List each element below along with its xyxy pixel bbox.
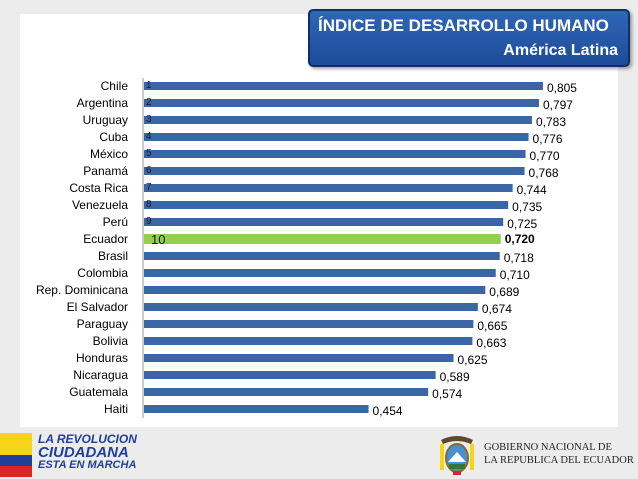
- rank-label: 4: [146, 131, 152, 142]
- value-label: 0,744: [517, 183, 547, 197]
- rank-label: 6: [146, 165, 152, 176]
- category-label: Nicaragua: [73, 368, 128, 382]
- bar: [144, 99, 539, 107]
- category-label: Colombia: [77, 266, 128, 280]
- rank-label: 2: [146, 97, 152, 108]
- value-label: 0,674: [482, 302, 512, 316]
- rank-label: 9: [146, 216, 152, 227]
- value-label: 0,663: [476, 336, 506, 350]
- value-label: 0,725: [507, 217, 537, 231]
- category-label: Panamá: [83, 164, 128, 178]
- category-label: Bolivia: [93, 334, 129, 348]
- government-line-2: LA REPUBLICA DEL ECUADOR: [484, 455, 634, 466]
- value-label: 0,770: [530, 149, 560, 163]
- bar: [144, 167, 525, 175]
- bar: [144, 234, 501, 244]
- bar: [144, 320, 474, 328]
- value-label: 0,735: [512, 200, 542, 214]
- value-label: 0,783: [536, 115, 566, 129]
- chart-subtitle: América Latina: [503, 42, 618, 59]
- bar: [144, 354, 454, 362]
- category-label: Venezuela: [72, 198, 128, 212]
- bar: [144, 184, 513, 192]
- title-box: ÍNDICE DE DESARROLLO HUMANO América Lati…: [308, 9, 630, 67]
- value-label: 0,718: [504, 251, 534, 265]
- rank-label: 3: [146, 114, 152, 125]
- rank-label: 8: [146, 199, 152, 210]
- government-label: GOBIERNO NACIONAL DE LA REPUBLICA DEL EC…: [484, 441, 634, 467]
- category-label: Costa Rica: [69, 181, 128, 195]
- value-label: 0,574: [432, 387, 462, 401]
- rank-label: 7: [146, 182, 152, 193]
- value-label: 0,720: [505, 232, 535, 246]
- logo-line-3: ESTA EN MARCHA: [38, 459, 137, 471]
- bar: [144, 201, 509, 209]
- logo-line-2: CIUDADANA: [38, 444, 129, 461]
- logo-line-1: LA REVOLUCION: [38, 432, 137, 446]
- bar: [144, 116, 533, 124]
- government-line-1: GOBIERNO NACIONAL DE: [484, 442, 612, 453]
- category-label: Honduras: [76, 351, 128, 365]
- bar: [144, 218, 504, 226]
- bar: [144, 252, 500, 260]
- chart-title: ÍNDICE DE DESARROLLO HUMANO: [318, 16, 609, 35]
- rank-label: 1: [146, 80, 152, 91]
- category-label: Cuba: [99, 130, 128, 144]
- category-label: Chile: [101, 79, 129, 93]
- category-label: Rep. Dominicana: [36, 283, 128, 297]
- bar: [144, 337, 473, 345]
- category-label: México: [90, 147, 128, 161]
- rank-label: 5: [146, 148, 152, 159]
- category-label: Ecuador: [83, 232, 128, 246]
- category-label: Uruguay: [83, 113, 128, 127]
- value-label: 0,776: [533, 132, 563, 146]
- bar: [144, 269, 496, 277]
- category-label: El Salvador: [67, 300, 128, 314]
- value-label: 0,625: [458, 353, 488, 367]
- value-label: 0,689: [489, 285, 519, 299]
- category-label: Perú: [103, 215, 128, 229]
- value-label: 0,454: [373, 404, 403, 418]
- bar: [144, 405, 369, 413]
- rank-label: 10: [151, 232, 165, 247]
- bar: [144, 303, 478, 311]
- category-label: Argentina: [77, 96, 129, 110]
- bar: [144, 150, 526, 158]
- value-label: 0,768: [529, 166, 559, 180]
- bar: [144, 82, 543, 90]
- category-label: Guatemala: [69, 385, 128, 399]
- revolucion-ciudadana-logo: LA REVOLUCION CIUDADANA ESTA EN MARCHA: [38, 433, 148, 472]
- value-label: 0,805: [547, 81, 577, 95]
- bar: [144, 371, 436, 379]
- category-label: Brasil: [98, 249, 128, 263]
- category-label: Haiti: [104, 402, 128, 416]
- coat-of-arms-icon: [440, 436, 474, 475]
- bar: [144, 286, 486, 294]
- bar: [144, 133, 529, 141]
- ecuador-flag-icon: [0, 433, 32, 477]
- category-label: Paraguay: [77, 317, 128, 331]
- value-label: 0,665: [477, 319, 507, 333]
- value-label: 0,589: [440, 370, 470, 384]
- value-label: 0,710: [500, 268, 530, 282]
- bar: [144, 388, 429, 396]
- value-label: 0,797: [543, 98, 573, 112]
